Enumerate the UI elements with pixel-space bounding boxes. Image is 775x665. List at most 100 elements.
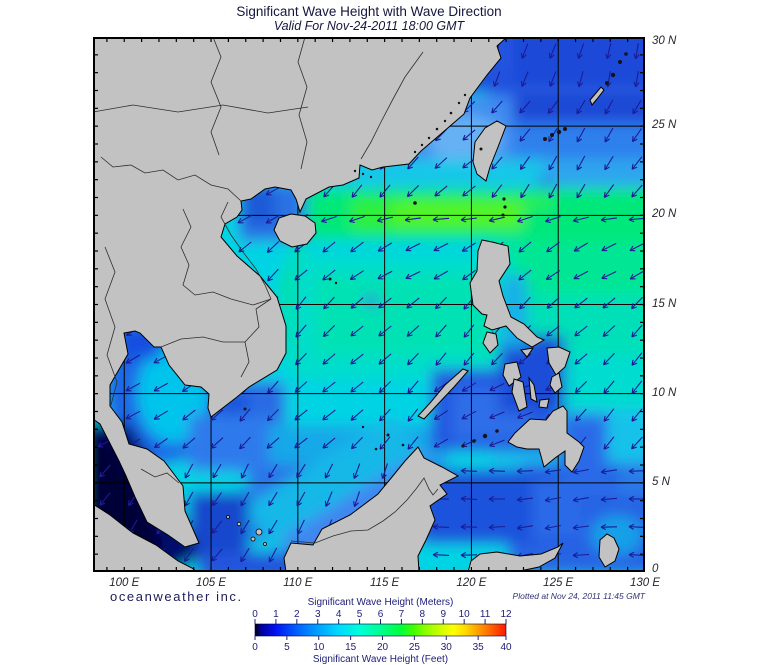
landmasses: [93, 37, 628, 572]
islet: [435, 127, 439, 131]
wave-arrow: [125, 410, 141, 420]
islet: [503, 205, 507, 209]
wave-arrow: [237, 214, 253, 224]
wave-arrow: [628, 495, 645, 502]
wave-arrow: [544, 496, 562, 503]
legend-feet-tick: 40: [500, 642, 512, 653]
wave-arrow: [631, 380, 643, 394]
wave-arrow: [603, 184, 615, 198]
wave-arrow: [547, 100, 559, 114]
wave-arrow: [432, 216, 450, 223]
island: [226, 515, 230, 519]
wave-arrow: [407, 380, 419, 394]
wave-arrow: [99, 464, 111, 478]
wave-arrow: [548, 183, 558, 199]
wave-arrow: [379, 408, 391, 422]
wave-arrow: [350, 436, 363, 450]
border-line: [180, 208, 272, 306]
wave-arrow: [492, 71, 501, 87]
lat-label-20: 20 N: [652, 208, 677, 221]
wave-arrow: [546, 241, 560, 253]
wave-arrow: [294, 269, 308, 281]
wave-arrow: [378, 381, 392, 394]
wave-arrow: [491, 100, 503, 114]
islet: [374, 447, 378, 451]
wave-arrow: [294, 409, 308, 421]
legend-meters-tick: 1: [273, 609, 279, 620]
wave-arrow: [296, 519, 305, 535]
wave-arrow: [378, 353, 392, 365]
wave-arrow: [461, 242, 477, 252]
wave-arrow: [432, 523, 450, 530]
islet: [449, 111, 453, 115]
wave-arrow: [520, 183, 530, 199]
wave-arrow: [631, 128, 642, 143]
landmass: [482, 331, 499, 354]
wave-arrow: [633, 71, 640, 88]
wave-arrow: [604, 99, 614, 115]
border-line: [210, 37, 222, 156]
islet: [624, 52, 628, 56]
islet: [543, 137, 547, 141]
wave-arrow: [628, 523, 645, 530]
valid-time-subtitle: Valid For Nov-24-2011 18:00 GMT: [273, 19, 465, 33]
legend-feet-tick: 30: [441, 642, 453, 653]
wave-arrow: [576, 127, 586, 143]
wave-arrow: [404, 216, 421, 223]
wave-arrow: [266, 437, 280, 449]
wave-arrow: [544, 524, 562, 531]
wave-arrow: [518, 269, 532, 281]
landmass: [528, 376, 538, 403]
wave-arrow: [520, 43, 529, 59]
wave-arrow: [239, 408, 251, 422]
wave-arrow: [407, 436, 419, 450]
wave-arrow: [462, 185, 476, 197]
legend-feet-tick: 25: [409, 642, 421, 653]
wave-arrow: [602, 297, 616, 309]
wave-arrow: [548, 43, 557, 59]
islet: [502, 197, 506, 201]
wave-arrow: [602, 352, 615, 366]
wave-arrow: [212, 463, 222, 479]
wave-arrow: [600, 216, 617, 223]
lat-label-15: 15 N: [652, 297, 677, 310]
wave-arrow: [462, 129, 476, 141]
wave-arrow: [603, 380, 615, 394]
wave-arrow: [461, 382, 477, 392]
wave-arrow: [630, 296, 643, 310]
wave-arrow: [268, 547, 278, 563]
wave-arrow: [294, 381, 308, 393]
wave-arrow: [463, 324, 475, 338]
legend-feet-tick: 5: [284, 642, 290, 653]
wave-arrow: [632, 99, 642, 115]
wave-arrow: [405, 242, 421, 252]
islet: [610, 72, 616, 78]
wave-arrow: [182, 437, 196, 449]
wave-arrow: [324, 463, 334, 479]
wave-arrow: [631, 324, 643, 338]
wave-arrow: [489, 439, 505, 448]
wave-arrow: [519, 100, 531, 114]
islet: [361, 172, 365, 176]
wave-arrow: [153, 382, 169, 392]
landmass: [467, 542, 564, 572]
wave-arrow: [628, 468, 645, 475]
wave-arrow: [491, 156, 503, 170]
legend-feet-title: Significant Wave Height (Feet): [313, 654, 448, 664]
legend-meters-tick: 5: [357, 609, 363, 620]
legend-meters-title: Significant Wave Height (Meters): [308, 597, 454, 608]
islet: [495, 429, 499, 433]
wave-arrow: [350, 297, 364, 309]
lon-label-125: 125 E: [543, 577, 574, 589]
wave-arrow: [600, 524, 618, 531]
wave-arrow: [603, 408, 615, 422]
lon-label-130: 130 E: [629, 577, 661, 589]
plotted-timestamp: Plotted at Nov 24, 2011 11:45 GMT: [512, 591, 645, 601]
wave-arrow: [322, 353, 336, 365]
islet: [386, 433, 390, 437]
islet: [463, 93, 467, 97]
wave-arrow: [322, 269, 336, 281]
wave-arrow: [406, 325, 420, 337]
wave-arrow: [435, 352, 447, 366]
wave-arrow: [519, 128, 531, 142]
